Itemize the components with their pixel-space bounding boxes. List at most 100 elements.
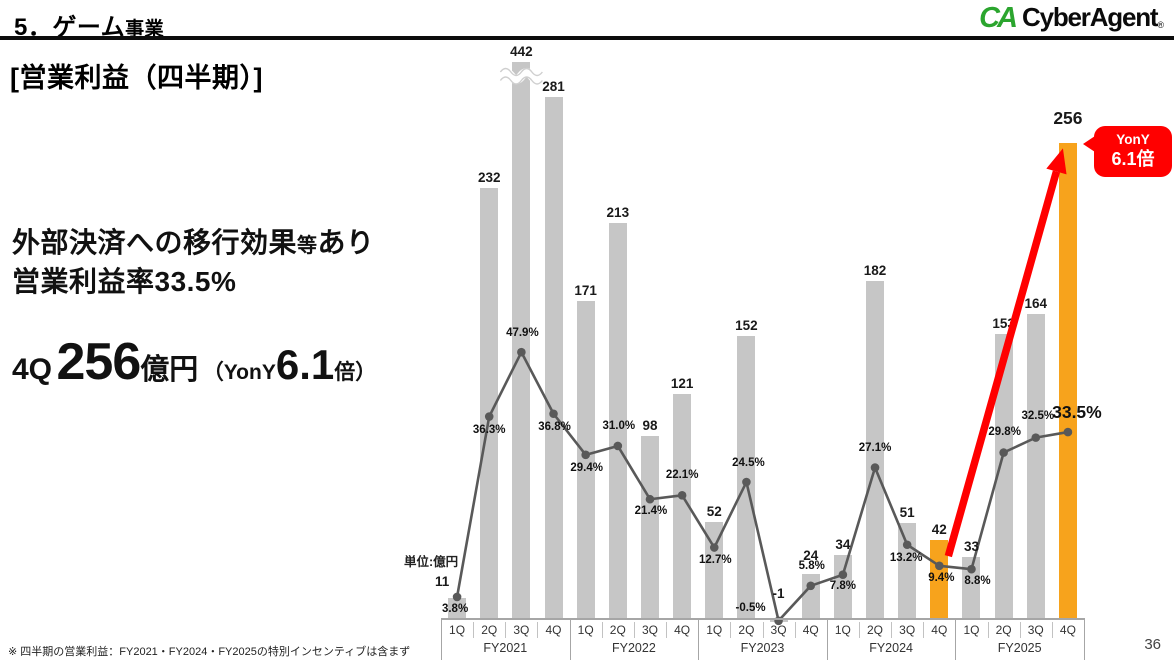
headline-yony-prefix: （YonY [202, 361, 276, 384]
axis-quarter-label: 2Q [481, 623, 498, 637]
logo-brand-text: CyberAgent [1022, 2, 1159, 32]
pct-label: 22.1% [665, 469, 699, 482]
bar-FY2025-2Q [994, 334, 1013, 618]
registered-trademark-icon: ® [1157, 20, 1164, 30]
pct-label: 27.1% [858, 441, 892, 454]
bar-FY2022-2Q [608, 223, 627, 618]
trend-marker [935, 561, 944, 571]
bar-value-label: 281 [542, 79, 565, 95]
bar-value-label: 442 [510, 44, 533, 59]
bar-FY2021-2Q [480, 187, 499, 618]
axis-quarter-separator [923, 622, 925, 638]
trend-marker [517, 347, 526, 357]
bar-value-label: 11 [434, 573, 450, 589]
axis-year-label: FY2025 [997, 641, 1042, 655]
bar-FY2024-1Q [833, 554, 852, 618]
axis-quarter-label: 4Q [674, 623, 691, 637]
trend-marker [613, 441, 623, 451]
axis-break-squiggle-edge [499, 76, 543, 85]
axis-quarter-label: 1Q [577, 623, 594, 637]
bar-value-label: 164 [1024, 295, 1048, 311]
trend-marker [999, 448, 1008, 457]
trend-marker [838, 570, 848, 580]
quarter-result-headline: 4Q 256億円 （YonY6.1倍） [12, 332, 376, 392]
bar-FY2022-1Q [576, 300, 595, 618]
bar-value-label: 24 [803, 547, 819, 563]
axis-year-separator [1084, 618, 1085, 660]
axis-year-label: FY2021 [483, 641, 528, 655]
trend-marker [452, 592, 462, 602]
axis-year-separator [698, 618, 700, 660]
highlight-text-block: 外部決済への移行効果等あり 営業利益率33.5% [12, 224, 375, 301]
pct-label: 12.7% [698, 553, 732, 566]
headline-quarter: 4Q [12, 353, 53, 386]
bar-value-label: 42 [931, 522, 947, 538]
axis-break-squiggle [496, 68, 546, 84]
axis-quarter-separator [537, 622, 539, 638]
axis-quarter-separator [633, 622, 635, 638]
axis-quarter-label: 2Q [609, 623, 626, 637]
axis-quarter-label: 1Q [706, 623, 723, 637]
trend-marker [902, 540, 912, 550]
bar-FY2025-3Q [1026, 313, 1045, 618]
bar-value-label: 98 [642, 418, 658, 434]
callout-tail-icon [1083, 136, 1095, 152]
yony-growth-arrow [944, 148, 1067, 558]
axis-quarter-separator [1019, 622, 1021, 638]
axis-quarter-separator [666, 622, 668, 638]
bar-value-label: 52 [706, 503, 722, 519]
axis-quarter-separator [505, 622, 507, 638]
pct-label: 3.8% [441, 602, 469, 615]
pct-label: 29.4% [570, 461, 603, 474]
header-rule [0, 36, 1174, 40]
axis-quarter-label: 3Q [641, 623, 658, 637]
axis-year-label: FY2024 [869, 641, 913, 655]
axis-quarter-label: 4Q [931, 623, 948, 637]
pct-label: 31.0% [602, 419, 636, 432]
trend-marker [677, 491, 687, 500]
pct-label: 7.8% [829, 579, 856, 592]
pct-label: 33.5% [1052, 402, 1102, 423]
bar-FY2025-1Q [962, 556, 981, 618]
trend-marker [484, 412, 494, 421]
pct-label: 32.5% [1021, 409, 1055, 422]
pct-label: 5.8% [798, 559, 825, 572]
slide-title-sub: 事業 [125, 19, 165, 40]
callout-multiple-value: 6.1倍 [1111, 149, 1155, 170]
headline-yony-suffix: 倍） [334, 361, 377, 384]
axis-quarter-label: 4Q [802, 623, 819, 637]
bar-FY2024-4Q [930, 540, 949, 618]
bar-FY2024-2Q [866, 280, 885, 618]
page-number: 36 [1144, 636, 1161, 653]
bar-FY2023-1Q [705, 521, 724, 618]
axis-quarter-separator [473, 622, 475, 638]
bar-value-label: 213 [606, 205, 630, 221]
bar-value-label: 121 [670, 375, 694, 391]
trend-marker [742, 477, 751, 487]
pct-label: 13.2% [889, 551, 923, 564]
highlight-line1: 外部決済への移行効果等あり [12, 227, 375, 258]
axis-quarter-label: 3Q [1027, 623, 1044, 637]
trend-marker [581, 450, 590, 460]
axis-quarter-label: 2Q [738, 623, 755, 637]
trend-marker [1063, 427, 1073, 437]
highlight-line2: 営業利益率33.5% [12, 265, 237, 297]
axis-quarter-label: 1Q [449, 623, 466, 637]
pct-label: 24.5% [732, 457, 765, 470]
bar-value-label: 232 [477, 169, 501, 185]
axis-quarter-label: 1Q [963, 623, 980, 637]
bar-FY2021-4Q [544, 97, 563, 618]
axis-quarter-label: 4Q [1059, 623, 1076, 637]
axis-year-separator [441, 618, 442, 660]
bar-FY2022-3Q [640, 436, 659, 618]
axis-year-label: FY2022 [612, 641, 656, 655]
pct-label: 29.8% [988, 425, 1021, 438]
axis-quarter-separator [858, 622, 860, 638]
axis-quarter-separator [1051, 622, 1053, 638]
axis-quarter-label: 3Q [899, 623, 916, 637]
pct-label: 8.8% [964, 575, 991, 588]
chart-unit-label: 単位:億円 [404, 555, 459, 569]
trend-marker [967, 564, 976, 574]
axis-break-squiggle-edge [499, 67, 543, 77]
